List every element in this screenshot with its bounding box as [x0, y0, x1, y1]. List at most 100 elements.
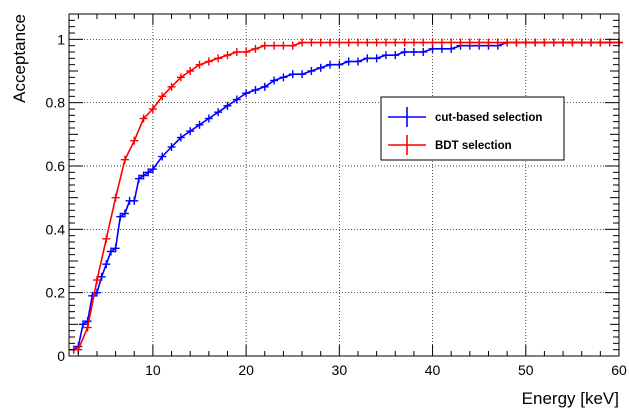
data-point — [130, 136, 139, 145]
data-point — [465, 38, 474, 47]
data-point — [148, 165, 157, 174]
data-point — [335, 38, 344, 47]
data-point — [363, 38, 372, 47]
legend: cut-based selection BDT selection — [380, 96, 565, 161]
x-tick-label: 20 — [238, 362, 254, 378]
data-point — [307, 67, 316, 75]
data-point — [298, 38, 307, 47]
data-point — [92, 276, 101, 284]
data-point — [106, 247, 115, 256]
data-point — [409, 48, 418, 56]
data-point — [316, 63, 325, 72]
data-point — [102, 260, 111, 269]
legend-box — [380, 96, 565, 161]
data-point — [288, 41, 297, 50]
data-point — [120, 155, 129, 164]
data-point — [577, 38, 586, 47]
x-tick-label: 50 — [518, 362, 534, 378]
y-tick-label: 0.8 — [46, 95, 66, 111]
y-axis-title: Acceptance — [10, 14, 29, 103]
data-point — [587, 38, 596, 47]
data-point — [251, 44, 260, 53]
data-point — [120, 209, 129, 218]
x-tick-label: 40 — [425, 362, 441, 378]
data-point — [88, 291, 97, 300]
data-point — [447, 38, 456, 47]
data-point — [391, 51, 400, 60]
data-point — [335, 60, 344, 69]
legend-entry: cut-based selection — [388, 107, 542, 127]
data-point — [260, 82, 269, 91]
data-point — [83, 323, 92, 332]
data-point — [223, 101, 232, 110]
data-point — [493, 38, 502, 47]
data-point — [531, 38, 540, 47]
data-point — [139, 114, 148, 123]
data-point — [353, 57, 362, 66]
data-point — [158, 152, 167, 161]
data-point — [568, 38, 577, 47]
x-tick-label: 10 — [145, 362, 161, 378]
data-point — [232, 48, 241, 56]
data-point — [260, 41, 269, 50]
data-point — [242, 48, 251, 56]
data-point — [484, 38, 493, 47]
y-tick-label: 0 — [57, 348, 65, 364]
data-point — [456, 38, 465, 47]
data-point — [214, 54, 223, 63]
data-point — [559, 38, 568, 47]
axis-ticks: 10 20 30 40 50 60 0 0.2 0.4 0.6 0.8 1 — [46, 13, 627, 378]
data-point — [400, 38, 409, 47]
data-point — [97, 272, 106, 281]
legend-label: BDT selection — [435, 140, 512, 152]
y-tick-label: 0.6 — [46, 158, 66, 174]
data-point — [428, 38, 437, 47]
data-point — [116, 212, 125, 221]
data-point — [549, 38, 558, 47]
data-point — [521, 38, 530, 47]
data-point — [251, 86, 260, 94]
data-point — [279, 73, 288, 82]
data-point — [148, 105, 157, 113]
data-point — [381, 38, 390, 47]
data-point — [186, 67, 195, 75]
x-tick-label: 30 — [332, 362, 348, 378]
data-series — [69, 38, 623, 354]
data-point — [353, 38, 362, 47]
data-point — [279, 41, 288, 50]
data-point — [419, 48, 428, 56]
data-point — [111, 193, 120, 202]
data-point — [316, 38, 325, 47]
data-point — [242, 89, 251, 98]
data-point — [102, 234, 111, 243]
data-point — [232, 95, 241, 104]
data-point — [363, 54, 372, 63]
y-tick-label: 0.2 — [46, 285, 66, 301]
data-point — [409, 38, 418, 47]
data-point — [344, 57, 353, 66]
x-axis-title: Energy [keV] — [522, 389, 619, 408]
y-tick-label: 1 — [57, 31, 65, 47]
data-point — [326, 60, 335, 69]
data-point — [270, 76, 279, 85]
data-point — [298, 70, 307, 79]
data-point — [372, 38, 381, 47]
x-tick-label: 60 — [611, 362, 627, 378]
legend-label: cut-based selection — [435, 112, 542, 124]
data-point — [158, 92, 167, 101]
data-point — [134, 174, 143, 183]
data-point — [195, 120, 204, 129]
data-point — [512, 38, 521, 47]
data-point — [204, 57, 213, 66]
data-point — [139, 171, 148, 180]
data-point — [419, 38, 428, 47]
data-point — [144, 168, 153, 177]
data-point — [372, 54, 381, 63]
data-point — [270, 41, 279, 50]
data-point — [391, 38, 400, 47]
data-point — [176, 133, 185, 142]
data-point — [167, 143, 176, 151]
data-point — [78, 320, 87, 329]
